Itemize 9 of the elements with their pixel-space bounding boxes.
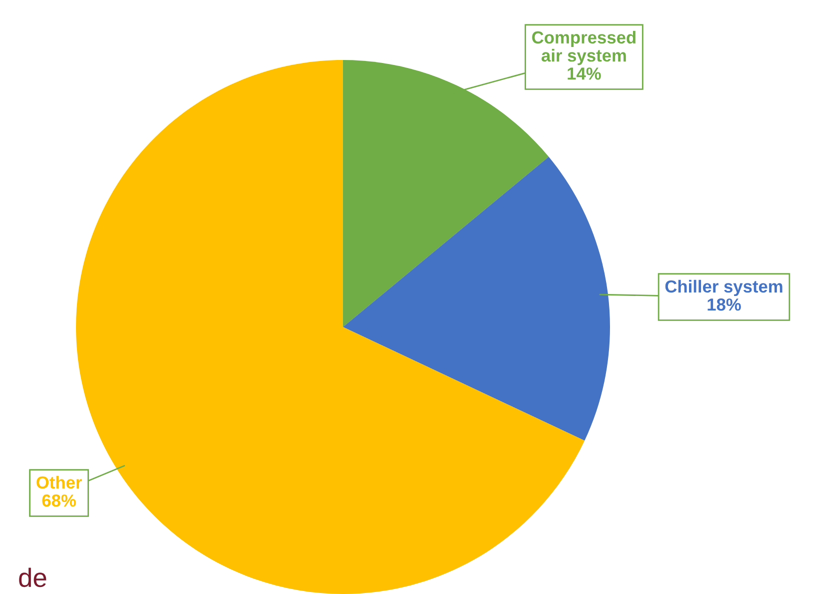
data-label: 14%	[568, 67, 601, 80]
slice-label: Compressed air system	[532, 30, 636, 66]
pie-slice	[343, 156, 610, 441]
slice-label: Chiller system	[665, 280, 782, 296]
text: de	[19, 568, 46, 588]
data-label: 68%	[42, 494, 76, 507]
data-label: 18%	[708, 298, 741, 311]
pie-slice	[343, 60, 549, 327]
slice-label: Other	[36, 476, 82, 489]
